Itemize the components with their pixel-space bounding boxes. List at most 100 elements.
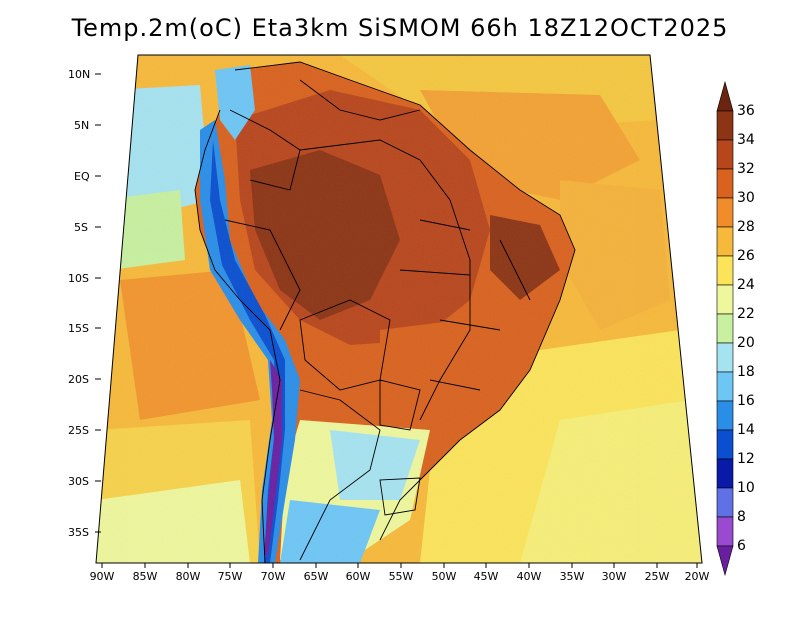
coastline-west [194, 109, 281, 564]
lat-tick: 15S [68, 322, 101, 335]
lat-label: 20S [68, 373, 89, 386]
lon-tick: 90W [90, 563, 115, 583]
lon-tick: 20W [685, 563, 710, 583]
lon-label: 45W [474, 570, 499, 583]
map-title: Temp.2m(oC) Eta3km SiSMOM 66h 18Z12OCT20… [71, 14, 729, 42]
colorbar-segment [716, 168, 734, 199]
lon-tick: 75W [218, 563, 243, 583]
border-paraguay [379, 379, 421, 431]
longitude-axis: 90W 85W 80W 75W 70W 65W 60W 55W 50W 45W … [90, 563, 710, 583]
lon-label: 20W [685, 570, 710, 583]
colorbar-segment [716, 110, 734, 141]
lon-tick: 50W [432, 563, 457, 583]
colorbar-segment [716, 371, 734, 402]
lon-label: 90W [90, 570, 115, 583]
border-colombia [229, 109, 301, 191]
temperature-field [96, 55, 702, 563]
lon-label: 25W [645, 570, 670, 583]
lon-label: 35W [560, 570, 585, 583]
colorbar-segment [716, 487, 734, 518]
colorbar-label: 18 [737, 364, 755, 380]
colorbar-labels: 36 34 32 30 28 26 24 22 20 18 16 14 12 1… [737, 103, 755, 554]
lon-tick: 85W [133, 563, 158, 583]
border-argentina [299, 389, 381, 561]
colorbar: 36 34 32 30 28 26 24 22 20 18 16 14 12 1… [716, 80, 755, 577]
lat-tick: 10S [68, 272, 101, 285]
lon-label: 40W [517, 570, 542, 583]
colorbar-label: 22 [737, 306, 755, 322]
colorbar-segment [716, 197, 734, 228]
colorbar-segment [716, 139, 734, 170]
lon-label: 65W [304, 570, 329, 583]
lat-label: 5N [74, 119, 89, 132]
lat-tick: 35S [68, 526, 101, 539]
colorbar-segment [716, 400, 734, 431]
latitude-axis: 10N 5N EQ 5S 10S 15S 20S 25S 30S 35S [68, 68, 101, 539]
lat-label: 25S [68, 424, 89, 437]
colorbar-label: 24 [737, 277, 755, 293]
lat-label: 35S [68, 526, 89, 539]
colorbar-cap-bottom [716, 545, 734, 577]
lat-tick: 5N [74, 119, 101, 132]
lat-tick: 20S [68, 373, 101, 386]
border-brazil-states [399, 219, 531, 391]
border-peru [224, 219, 301, 331]
colorbar-label: 34 [737, 132, 755, 148]
lon-tick: 30W [602, 563, 627, 583]
colorbar-label: 20 [737, 335, 755, 351]
lat-tick: 30S [68, 475, 101, 488]
lat-tick: 25S [68, 424, 101, 437]
lon-tick: 40W [517, 563, 542, 583]
lon-label: 55W [389, 570, 414, 583]
colorbar-segment [716, 342, 734, 373]
lon-tick: 80W [176, 563, 201, 583]
colorbar-label: 28 [737, 219, 755, 235]
lon-label: 50W [432, 570, 457, 583]
lon-label: 80W [176, 570, 201, 583]
colorbar-segment [716, 313, 734, 344]
coastline [234, 61, 576, 541]
lat-tick: EQ [74, 170, 101, 183]
lon-label: 30W [602, 570, 627, 583]
country-borders [194, 61, 576, 564]
border-venezuela [299, 79, 421, 121]
map-frame [95, 54, 703, 564]
lat-label: 5S [74, 221, 88, 234]
lon-tick: 60W [346, 563, 371, 583]
colorbar-label: 8 [737, 509, 746, 525]
lat-label: 10N [68, 68, 90, 81]
lon-label: 70W [261, 570, 286, 583]
lon-tick: 55W [389, 563, 414, 583]
lon-label: 85W [133, 570, 158, 583]
colorbar-segment [716, 429, 734, 460]
lon-tick: 70W [261, 563, 286, 583]
colorbar-segment [716, 284, 734, 315]
colorbar-segment [716, 458, 734, 489]
lat-label: 30S [68, 475, 89, 488]
lat-label: EQ [74, 170, 90, 183]
colorbar-label: 16 [737, 393, 755, 409]
colorbar-label: 30 [737, 190, 755, 206]
colorbar-label: 10 [737, 480, 755, 496]
lat-tick: 5S [74, 221, 101, 234]
lon-label: 60W [346, 570, 371, 583]
lon-label: 75W [218, 570, 243, 583]
lon-tick: 45W [474, 563, 499, 583]
lat-label: 15S [68, 322, 89, 335]
lat-label: 10S [68, 272, 89, 285]
colorbar-label: 6 [737, 538, 746, 554]
border-uruguay [379, 477, 421, 516]
colorbar-segment [716, 255, 734, 286]
colorbar-label: 36 [737, 103, 755, 119]
lat-tick: 10N [68, 68, 101, 81]
lon-tick: 25W [645, 563, 670, 583]
colorbar-label: 26 [737, 248, 755, 264]
lon-tick: 35W [560, 563, 585, 583]
border-brazil [299, 139, 471, 421]
colorbar-segment [716, 516, 734, 547]
colorbar-segments [716, 80, 734, 577]
colorbar-segment [716, 226, 734, 257]
lon-tick: 65W [304, 563, 329, 583]
colorbar-label: 14 [737, 422, 755, 438]
